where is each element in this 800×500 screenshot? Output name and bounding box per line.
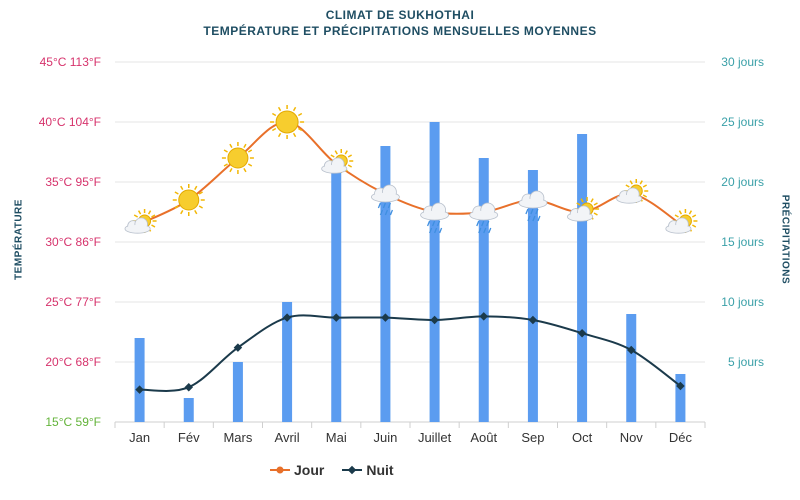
- x-tick-label-9: Oct: [572, 430, 593, 445]
- chart-subtitle: TEMPÉRATURE ET PRÉCIPITATIONS MENSUELLES…: [203, 24, 597, 38]
- left-tick-label-30: 30°C 86°F: [45, 235, 101, 249]
- legend-item-nuit[interactable]: Nuit: [342, 462, 394, 478]
- nuit-point-Nov: [627, 345, 636, 355]
- weather-icon-Août-rain-cloud: [469, 202, 499, 234]
- legend-nuit-label: Nuit: [366, 462, 394, 478]
- left-tick-label-35: 35°C 95°F: [45, 175, 101, 189]
- x-tick-label-2: Mars: [223, 430, 252, 445]
- precip-bar-Oct: [577, 134, 588, 422]
- x-tick-label-6: Juillet: [418, 430, 452, 445]
- x-tick-label-3: Avril: [275, 430, 300, 445]
- x-tick-label-8: Sep: [521, 430, 544, 445]
- nuit-point-Mai: [332, 313, 341, 322]
- precip-bar-Fév: [183, 398, 194, 422]
- legend-nuit-swatch: [342, 465, 363, 475]
- right-tick-label-30: 30 jours: [721, 55, 764, 69]
- weather-icon-Déc-sun-cloud: [665, 209, 698, 234]
- left-tick-label-20: 20°C 68°F: [45, 355, 101, 369]
- precip-bar-Avril: [282, 302, 293, 422]
- weather-icon-Jan-sun-cloud: [124, 209, 157, 234]
- precip-bar-Août: [478, 158, 489, 422]
- precip-bar-Nov: [626, 314, 637, 422]
- chart-title: CLIMAT DE SUKHOTHAI: [325, 8, 475, 22]
- nuit-point-Jan: [135, 385, 144, 394]
- nuit-point-Juin: [381, 313, 390, 322]
- nuit-point-Fév: [184, 382, 193, 392]
- precip-bar-Juillet: [429, 122, 440, 422]
- legend-jour-swatch: [270, 466, 290, 474]
- weather-icon-Avril-sun: [270, 105, 305, 139]
- weather-icon-Fév-sun: [172, 184, 205, 216]
- right-tick-label-25: 25 jours: [721, 115, 764, 129]
- left-tick-label-40: 40°C 104°F: [39, 115, 101, 129]
- precip-bar-Mai: [331, 170, 342, 422]
- weather-icon-Mars-sun: [221, 142, 254, 174]
- weather-icon-Mai-sun-cloud: [321, 149, 354, 174]
- x-tick-label-1: Fév: [178, 430, 200, 445]
- nuit-point-Mars: [233, 343, 243, 352]
- nuit-point-Juillet: [430, 315, 439, 325]
- weather-icon-Juin-rain-cloud: [371, 184, 400, 216]
- weather-icon-Juillet-rain-cloud: [420, 202, 449, 234]
- precip-bar-Déc: [675, 374, 686, 422]
- nuit-point-Déc: [676, 381, 685, 391]
- nuit-point-Sep: [528, 315, 538, 325]
- legend: Jour Nuit: [270, 462, 394, 478]
- precip-bar-Mars: [232, 362, 243, 422]
- x-tick-label-11: Déc: [669, 430, 693, 445]
- weather-icon-Oct-sun-cloud: [567, 197, 600, 222]
- nuit-point-Avril: [282, 313, 292, 322]
- precip-bar-Juin: [380, 146, 391, 422]
- weather-icon-Sep-rain-cloud: [518, 190, 548, 222]
- precip-bar-Jan: [134, 338, 145, 422]
- right-tick-label-15: 15 jours: [721, 235, 764, 249]
- x-tick-label-0: Jan: [129, 430, 150, 445]
- left-tick-label-25: 25°C 77°F: [45, 295, 101, 309]
- nuit-point-Août: [479, 312, 488, 321]
- x-tick-label-5: Juin: [373, 430, 397, 445]
- nuit-point-Oct: [577, 328, 587, 338]
- weather-icon-Nov-sun-cloud: [616, 179, 649, 204]
- right-tick-label-10: 10 jours: [721, 295, 764, 309]
- precip-bar-Sep: [527, 170, 538, 422]
- series-line-jour: [139, 120, 681, 225]
- left-tick-label-15: 15°C 59°F: [45, 415, 101, 429]
- right-tick-label-5: 5 jours: [728, 355, 764, 369]
- x-tick-label-4: Mai: [326, 430, 347, 445]
- left-tick-label-45: 45°C 113°F: [40, 55, 101, 69]
- legend-item-jour[interactable]: Jour: [270, 462, 324, 478]
- x-tick-label-10: Nov: [620, 430, 644, 445]
- x-tick-label-7: Août: [470, 430, 497, 445]
- legend-jour-label: Jour: [294, 462, 325, 478]
- series-line-nuit: [139, 314, 682, 392]
- right-tick-label-20: 20 jours: [721, 175, 764, 189]
